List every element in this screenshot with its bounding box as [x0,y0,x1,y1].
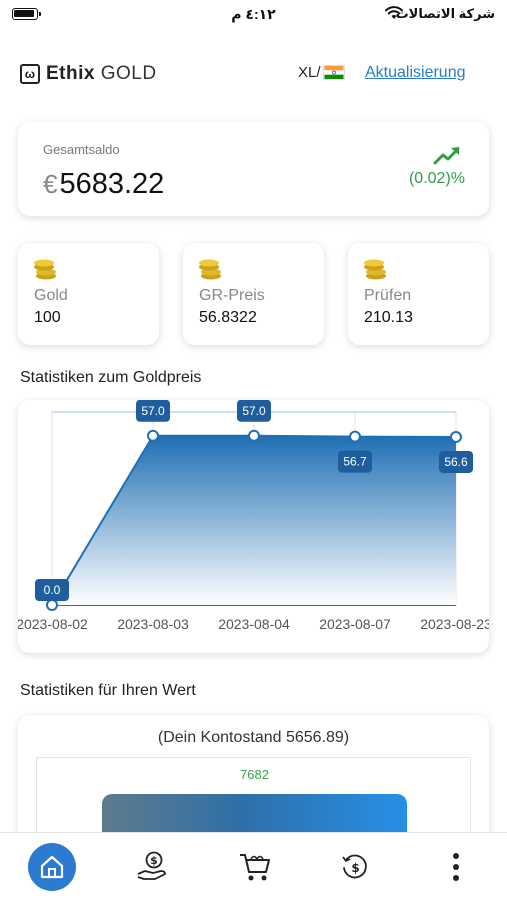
stat-value: 56.8322 [199,309,257,326]
stat-value: 210.13 [364,309,413,326]
india-flag-icon [322,65,345,80]
coins-icon [34,259,56,280]
chart-data-label-text: 0.0 [44,583,61,597]
chart-x-tick-label: 2023-08-07 [319,616,391,632]
nav-more[interactable] [432,843,480,891]
nav-home[interactable] [28,843,76,891]
cart-icon [240,854,270,881]
status-bar: ٤:١٢ م شركة الاتصالات [0,0,507,30]
value-chart-card: (Dein Kontostand 5656.89) 7682 [18,715,489,864]
nav-cart[interactable] [231,843,279,891]
chart-data-label-text: 56.6 [444,455,468,469]
carrier-name: شركة الاتصالات [395,6,495,21]
balance-value: €5683.22 [43,168,164,201]
balance-card: Gesamtsaldo €5683.22 (0.02)% [18,122,489,216]
chart-data-label-bg [439,450,473,473]
more-vertical-icon [453,853,459,881]
home-icon [40,855,64,879]
logo-text: Ethix GOLD [46,63,157,85]
language-label: XL/ [298,64,321,81]
chart-point[interactable] [248,429,260,442]
app-logo: ω Ethix GOLD [20,63,157,85]
stat-label: Gold [34,287,68,304]
chart-data-label-text: 57.0 [242,404,266,418]
chart-point[interactable] [147,429,159,442]
coins-icon [364,259,386,280]
wifi-icon [385,6,403,19]
chart-x-tick-label: 2023-08-02 [18,616,88,632]
chart-data-label-bg [136,400,170,422]
chart-x-tick-label: 2023-08-23 [420,616,489,632]
chart-data-label-bg [35,579,69,601]
balance-change: (0.02)% [408,170,465,187]
value-chart-title: Statistiken für Ihren Wert [20,682,196,699]
chart-data-label: 57.0 [136,400,170,422]
chart-point[interactable] [450,430,462,443]
nav-history[interactable]: $ [331,843,379,891]
nav-money[interactable]: $ [129,843,177,891]
update-link[interactable]: Aktualisierung [365,64,466,81]
logo-mark-icon: ω [20,64,40,84]
logo-brand: Ethix [46,63,95,84]
chart-x-tick-label: 2023-08-03 [117,616,189,632]
coins-icon [199,259,221,280]
value-bar-label: 7682 [240,767,269,782]
svg-text:$: $ [351,861,359,875]
status-time: ٤:١٢ م [231,6,276,22]
money-hand-icon: $ [137,851,166,880]
app-header: ω Ethix GOLD XL/ Aktualisierung [0,58,507,90]
stat-card-check: Prüfen 210.13 [348,243,489,345]
chart-data-label-text: 57.0 [141,404,165,418]
chart-data-label: 56.7 [338,450,372,473]
chart-data-label: 0.0 [35,579,69,601]
gold-price-chart-card: 0.0 2023-08-02 57.0 2023-08-03 57.0 2023-08-0… [18,400,489,653]
account-balance-caption: (Dein Kontostand 5656.89) [157,729,350,746]
currency-symbol: € [43,169,58,199]
language-switch[interactable]: XL/ [298,64,345,81]
svg-text:$: $ [150,854,158,867]
balance-amount: 5683.22 [59,168,165,200]
chart-data-label-bg [237,400,271,422]
chart-point[interactable] [349,430,361,443]
gold-price-area [52,435,456,605]
stat-card-price: GR-Preis 56.8322 [183,243,324,345]
stat-value: 100 [34,309,61,326]
chart-x-tick-label: 2023-08-04 [218,616,290,632]
gold-chart-title: Statistiken zum Goldpreis [20,369,202,386]
chart-data-label-text: 56.7 [343,455,367,469]
trend-up-icon [433,147,460,165]
stat-label: Prüfen [364,287,412,304]
history-icon: $ [342,854,367,879]
chart-data-label: 57.0 [237,400,271,422]
battery-icon [12,8,41,20]
gold-price-chart: 0.0 2023-08-02 57.0 2023-08-03 57.0 2023-08-0… [18,400,489,632]
chart-point[interactable] [46,599,58,611]
chart-data-label: 56.6 [439,450,473,473]
stat-card-gold: Gold 100 [18,243,159,345]
balance-label: Gesamtsaldo [43,142,120,157]
chart-data-label-bg [338,450,372,473]
bottom-navigation: $ $ [0,832,507,900]
logo-suffix: GOLD [94,63,157,84]
stat-label: GR-Preis [199,287,265,304]
